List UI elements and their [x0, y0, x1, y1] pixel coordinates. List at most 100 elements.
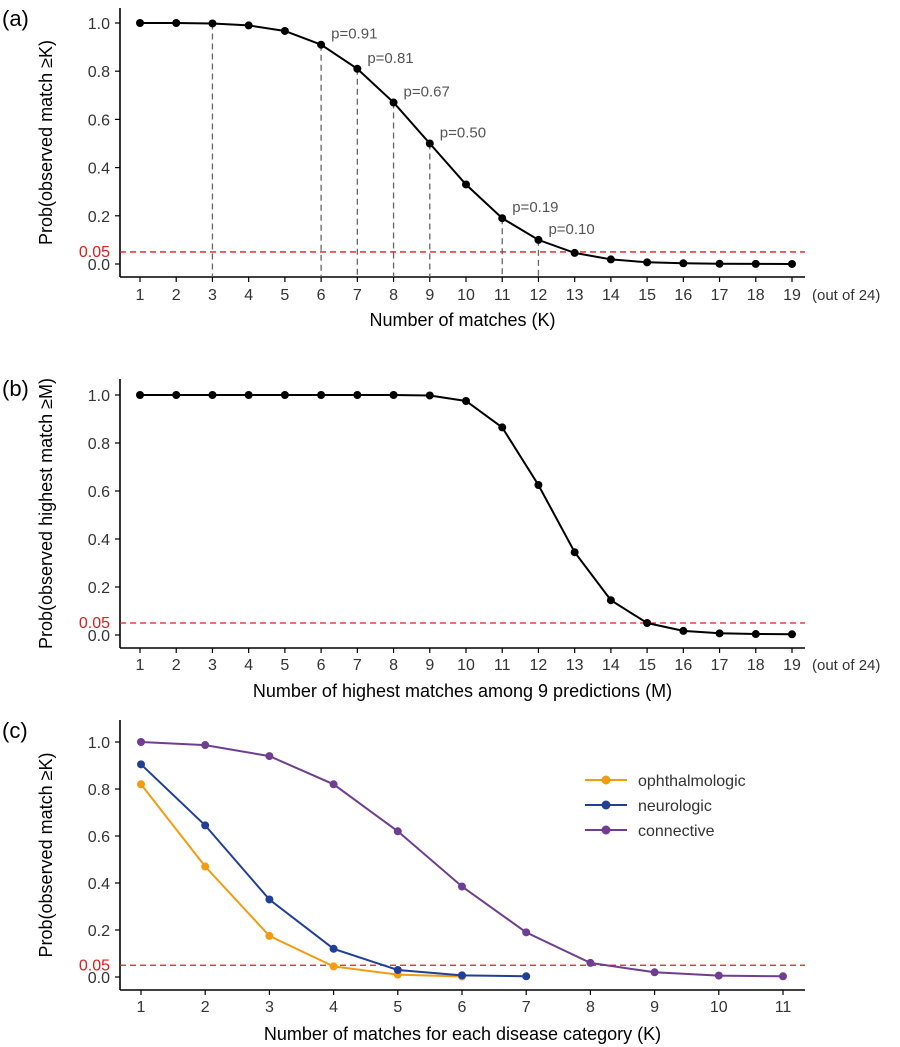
data-point [779, 972, 787, 981]
y-tick-label: 0.8 [88, 64, 110, 81]
y-tick-label: 0.8 [88, 782, 110, 799]
x-tick-label: 4 [329, 999, 338, 1016]
x-tick-label: 6 [317, 657, 326, 674]
data-point [393, 965, 402, 974]
y-tick-label: 0.0 [88, 257, 110, 274]
data-point [389, 391, 398, 399]
legend: ophthalmologic neurologic connective [585, 773, 746, 840]
data-point [522, 928, 531, 937]
x-tick-label: 1 [136, 287, 145, 304]
panel-label: (b) [2, 376, 29, 401]
x-tick-label: 11 [494, 287, 511, 304]
x-tick-label: 9 [425, 657, 434, 674]
x-tick-label: 11 [494, 657, 511, 674]
data-point [751, 259, 760, 268]
data-point [329, 780, 338, 789]
x-tick-label: 17 [711, 657, 729, 674]
x-tick-label: 2 [172, 287, 181, 304]
y-tick-label: 1.0 [88, 388, 110, 405]
x-tick-label: 16 [674, 657, 692, 674]
threshold-label: 0.05 [79, 244, 110, 261]
series-line-neurologic [140, 763, 527, 978]
x-tick-label: 8 [586, 999, 595, 1016]
x-tick-label: 3 [208, 657, 217, 674]
data-point [643, 619, 652, 627]
x-tick-label: 5 [393, 999, 402, 1016]
y-tick-label: 0.2 [88, 923, 110, 940]
data-point [137, 780, 145, 789]
y-tick-label: 0.4 [88, 532, 110, 549]
panel-a: (a)0.00.20.40.60.81.00.051 2 3 4 5 6 7 8 9 10 11 12… [2, 6, 880, 330]
x-tick-label: 1 [136, 657, 145, 674]
x-tick-label: 15 [638, 657, 656, 674]
data-point [172, 391, 181, 399]
data-point [265, 931, 274, 940]
x-tick-label: 13 [566, 657, 584, 674]
data-point [606, 255, 615, 264]
y-tick-label: 0.2 [88, 209, 110, 226]
data-point [534, 235, 543, 244]
x-tick-label: 2 [172, 657, 181, 674]
data-point [353, 64, 362, 73]
x-tick-label: 9 [425, 287, 434, 304]
data-point [534, 481, 543, 489]
y-tick-label: 1.0 [88, 735, 110, 752]
series-line-ophthalmologic [140, 783, 463, 978]
x-tick-label: 7 [522, 999, 531, 1016]
x-tick-label: 11 [775, 999, 792, 1016]
data-point [137, 738, 145, 746]
x-tick-label: 10 [710, 999, 728, 1016]
data-point [329, 962, 338, 971]
x-tick-label: 12 [530, 657, 548, 674]
data-point [788, 259, 796, 268]
data-point [498, 214, 507, 223]
data-point [715, 259, 724, 268]
x-tick-label: 1 [137, 999, 146, 1016]
data-point [201, 821, 210, 830]
x-tick-label: 10 [457, 657, 475, 674]
x-tick-label: 6 [458, 999, 467, 1016]
x-tick-label: 2 [201, 999, 210, 1016]
data-point [201, 862, 210, 871]
point-annotation: p=0.81 [367, 50, 413, 67]
data-point [317, 40, 326, 49]
x-tick-label: 3 [265, 999, 274, 1016]
threshold-label: 0.05 [79, 615, 110, 632]
panel-b: (b)0.00.20.40.60.81.00.051 2 3 4 5 6 7 8 9 10 11 12… [2, 376, 880, 701]
y-tick-label: 0.2 [88, 580, 110, 597]
y-axis-title: Prob(observed match ≥K) [36, 40, 56, 245]
legend-marker [601, 825, 611, 835]
y-tick-label: 1.0 [88, 16, 110, 33]
x-tick-label: 6 [317, 287, 326, 304]
y-axis-title: Prob(observed match ≥K) [36, 753, 56, 958]
series-line [140, 394, 793, 636]
x-tick-label: 14 [602, 657, 620, 674]
data-point [606, 596, 615, 605]
x-axis-suffix: (out of 24) [812, 657, 880, 674]
x-tick-label: 18 [747, 657, 765, 674]
x-tick-label: 10 [457, 287, 475, 304]
x-axis-title: Number of highest matches among 9 predic… [253, 681, 672, 701]
data-point [244, 21, 253, 30]
x-tick-label: 14 [602, 287, 620, 304]
y-tick-label: 0.6 [88, 484, 110, 501]
data-point [458, 882, 466, 891]
data-point [393, 827, 402, 836]
point-annotation: p=0.50 [440, 125, 486, 142]
data-point [136, 391, 144, 399]
y-axis-title: Prob(observed highest match ≥M) [36, 378, 56, 649]
panel-c: (c) 0.0 0.2 0.4 0.6 0.8 1.0 0.05 1 2 3 4 5 6 7 8 9 10 11 Nu… [2, 718, 805, 1044]
panel-label: (c) [2, 718, 28, 743]
x-tick-label: 15 [638, 287, 656, 304]
x-tick-label: 18 [747, 287, 765, 304]
data-point [389, 98, 398, 107]
data-point [498, 423, 507, 432]
data-point [172, 19, 181, 27]
data-point [353, 391, 362, 399]
y-tick-label: 0.0 [88, 970, 110, 987]
x-tick-label: 12 [530, 287, 548, 304]
data-point [643, 258, 652, 267]
x-axis-suffix: (out of 24) [812, 287, 880, 304]
x-tick-label: 13 [566, 287, 584, 304]
panel-label: (a) [2, 6, 29, 31]
